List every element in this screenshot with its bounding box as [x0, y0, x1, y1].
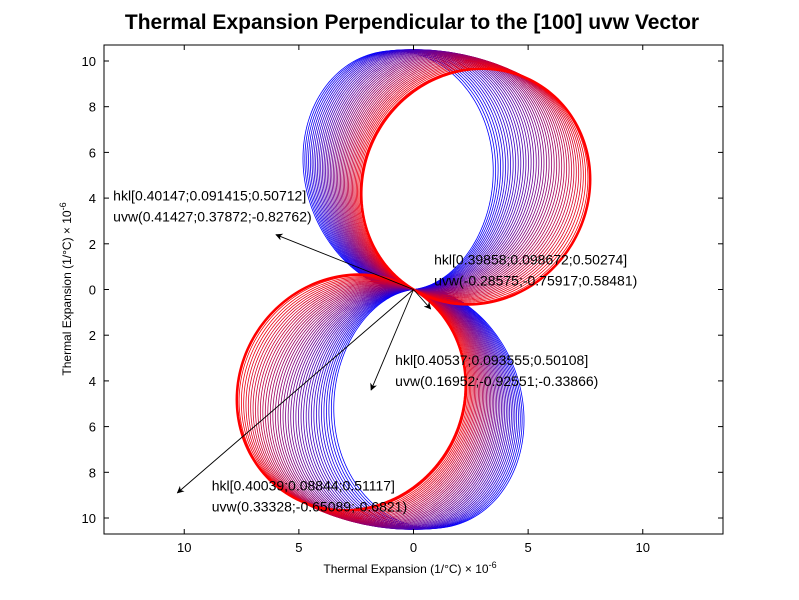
expansion-curve [262, 58, 565, 521]
expansion-curve [287, 51, 540, 528]
expansion-curve [272, 55, 555, 524]
expansion-curve [280, 53, 547, 526]
expansion-curve [269, 55, 558, 524]
annotation-uvw-label: uvw(0.41427;0.37872;-0.82762) [113, 208, 311, 224]
y-tick-label: 8 [89, 465, 96, 480]
annotation-uvw-label: uvw(0.33328;-0.65089;-0.6821) [212, 499, 407, 515]
x-tick-label: 5 [295, 540, 302, 555]
y-tick-label: 4 [89, 191, 96, 206]
expansion-curve [257, 59, 570, 520]
expansion-curve [267, 56, 560, 523]
expansion-curve [285, 52, 542, 527]
annotation-hkl-label: hkl[0.40147;0.091415;0.50712] [113, 187, 306, 203]
x-tick-label: 10 [177, 540, 191, 555]
expansion-curve [252, 61, 575, 518]
x-axis-ticks: 10 5 0 5 10 [177, 45, 650, 555]
y-tick-label: 0 [89, 283, 96, 298]
y-tick-label: 2 [89, 328, 96, 343]
expansion-curve [259, 58, 568, 521]
annotation-hkl-label: hkl[0.40039;0.08844;0.51117] [212, 478, 395, 494]
annotation-hkl-label: hkl[0.39858;0.098672;0.50274] [434, 251, 627, 267]
expansion-curve [292, 50, 535, 529]
annotation-arrow [176, 289, 414, 494]
annotation-arrows [176, 233, 432, 494]
y-axis-ticks: 10 8 6 4 2 0 2 4 6 8 10 [82, 54, 723, 526]
annotation-arrow [413, 289, 432, 310]
expansion-curve [274, 54, 553, 525]
x-tick-label: 5 [525, 540, 532, 555]
annotation-hkl-label: hkl[0.40537;0.093555;0.50108] [395, 352, 588, 368]
y-axis-label-exponent: -6 [58, 202, 68, 210]
chart-title: Thermal Expansion Perpendicular to the [… [125, 11, 699, 34]
expansion-curve [282, 52, 545, 527]
expansion-curve [290, 51, 537, 528]
y-tick-label: 2 [89, 237, 96, 252]
x-axis-label: Thermal Expansion (1/°C) × 10-6 [323, 560, 496, 576]
y-tick-label: 8 [89, 100, 96, 115]
annotation-arrow [370, 289, 414, 391]
expansion-curve [277, 53, 550, 526]
annotation-uvw-label: uvw(-0.28575;-0.75917;0.58481) [434, 272, 637, 288]
annotation-texts: hkl[0.40147;0.091415;0.50712] uvw(0.41427… [113, 187, 637, 514]
y-tick-label: 10 [82, 54, 96, 69]
expansion-curve [264, 57, 563, 522]
x-tick-label: 10 [636, 540, 650, 555]
x-tick-label: 0 [410, 540, 417, 555]
annotation-uvw-label: uvw(0.16952;-0.92551;-0.33866) [395, 373, 598, 389]
annotation-arrow [275, 233, 414, 290]
expansion-curve [255, 60, 572, 519]
x-axis-label-exponent: -6 [489, 560, 497, 570]
y-tick-label: 10 [82, 511, 96, 526]
y-tick-label: 6 [89, 145, 96, 160]
y-axis-label: Thermal Expansion (1/°C) × 10-6 [58, 202, 74, 375]
y-tick-label: 4 [89, 374, 96, 389]
expansion-curve [235, 67, 592, 512]
y-tick-label: 6 [89, 420, 96, 435]
